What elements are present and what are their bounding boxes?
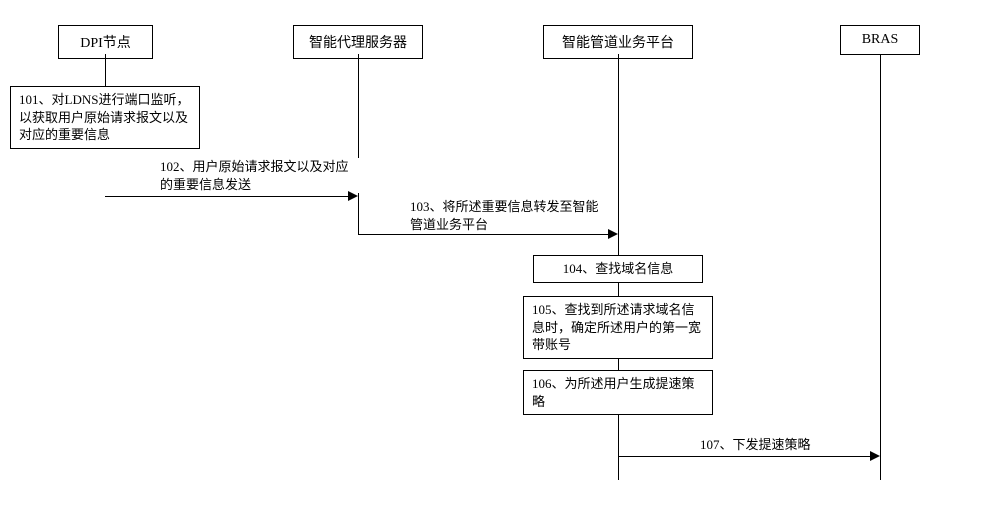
activity-104-text: 104、查找域名信息: [563, 261, 674, 276]
message-107-text: 107、下发提速策略: [700, 437, 811, 452]
activity-105-text: 105、查找到所述请求域名信息时，确定所述用户的第一宽带账号: [532, 302, 701, 352]
message-103-text: 103、将所述重要信息转发至智能管道业务平台: [410, 199, 599, 232]
message-107-arrow: [618, 456, 870, 457]
activity-105: 105、查找到所述请求域名信息时，确定所述用户的第一宽带账号: [523, 296, 713, 359]
activity-106-text: 106、为所述用户生成提速策略: [532, 376, 695, 409]
lifeline-platform: [618, 54, 619, 255]
message-102-text: 102、用户原始请求报文以及对应的重要信息发送: [160, 159, 349, 192]
message-103-label: 103、将所述重要信息转发至智能管道业务平台: [410, 198, 610, 233]
message-103-arrow: [358, 234, 608, 235]
lifeline-bras: [880, 54, 881, 480]
participant-dpi-label: DPI节点: [80, 36, 131, 51]
message-102-arrow: [105, 196, 348, 197]
participant-platform-label: 智能管道业务平台: [562, 36, 674, 51]
message-102-arrowhead: [348, 191, 358, 201]
message-102-label: 102、用户原始请求报文以及对应的重要信息发送: [160, 158, 360, 193]
message-107-label: 107、下发提速策略: [700, 436, 860, 454]
activity-101: 101、对LDNS进行端口监听，以获取用户原始请求报文以及对应的重要信息: [10, 86, 200, 149]
activity-101-text: 101、对LDNS进行端口监听，以获取用户原始请求报文以及对应的重要信息: [19, 92, 189, 142]
participant-proxy-label: 智能代理服务器: [309, 36, 407, 51]
lifeline-proxy-2: [358, 196, 359, 234]
participant-bras: BRAS: [840, 25, 920, 55]
participant-bras-label: BRAS: [862, 32, 899, 47]
lifeline-platform-4: [618, 410, 619, 480]
activity-106: 106、为所述用户生成提速策略: [523, 370, 713, 415]
message-107-arrowhead: [870, 451, 880, 461]
lifeline-dpi: [105, 54, 106, 86]
message-103-arrowhead: [608, 229, 618, 239]
activity-104: 104、查找域名信息: [533, 255, 703, 283]
